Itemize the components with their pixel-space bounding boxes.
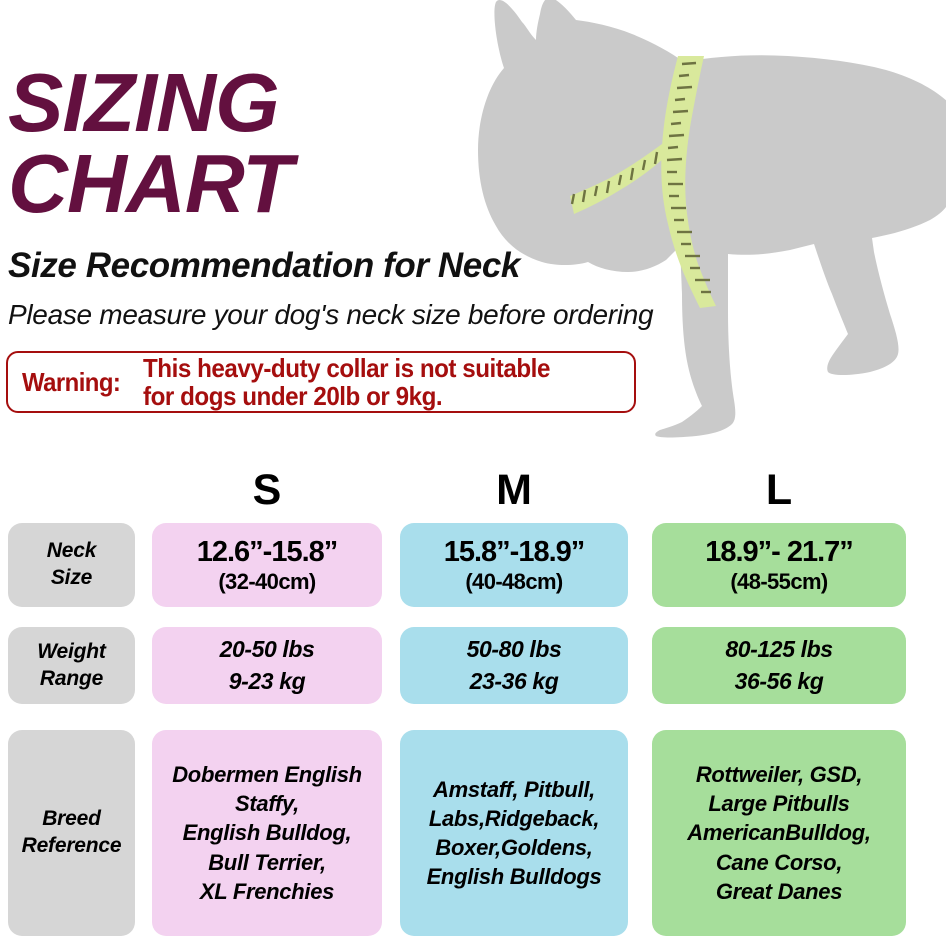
- cell-weight-range-l-kg: 36-56 kg: [734, 667, 824, 694]
- size-header-l: L: [765, 466, 793, 514]
- cell-weight-range-s: 20-50 lbs 9-23 kg: [152, 627, 382, 704]
- cell-weight-range-m: 50-80 lbs 23-36 kg: [400, 627, 628, 704]
- cell-breed-reference-s-text: Dobermen English Staffy, English Bulldog…: [172, 762, 362, 904]
- cell-breed-reference-l-text: Rottweiler, GSD, Large Pitbulls American…: [687, 762, 871, 904]
- row-label-weight-range: Weight Range: [8, 627, 135, 704]
- title-line-chart: CHART: [8, 137, 293, 231]
- cell-weight-range-m-lbs: 50-80 lbs: [466, 636, 562, 663]
- cell-neck-size-l-inches: 18.9”- 21.7”: [705, 536, 854, 569]
- cell-weight-range-l-lbs: 80-125 lbs: [725, 636, 833, 663]
- cell-neck-size-s-inches: 12.6”-15.8”: [196, 536, 339, 569]
- row-label-weight-range-text: Weight Range: [37, 639, 106, 690]
- cell-weight-range-s-kg: 9-23 kg: [228, 667, 306, 694]
- cell-neck-size-l: 18.9”- 21.7” (48-55cm): [652, 523, 906, 607]
- row-label-breed-reference-text: Breed Reference: [21, 807, 122, 857]
- row-label-neck-size: Neck Size: [8, 523, 135, 607]
- cell-neck-size-s-cm: (32-40cm): [218, 568, 316, 594]
- warning-box: Warning: This heavy-duty collar is not s…: [6, 351, 636, 413]
- cell-breed-reference-l: Rottweiler, GSD, Large Pitbulls American…: [652, 730, 906, 936]
- cell-neck-size-m: 15.8”-18.9” (40-48cm): [400, 523, 628, 607]
- cell-weight-range-l: 80-125 lbs 36-56 kg: [652, 627, 906, 704]
- cell-weight-range-m-kg: 23-36 kg: [469, 667, 559, 694]
- cell-breed-reference-m-text: Amstaff, Pitbull, Labs,Ridgeback, Boxer,…: [426, 776, 602, 890]
- subtitle: Size Recommendation for Neck: [8, 246, 520, 285]
- cell-neck-size-m-cm: (40-48cm): [465, 568, 563, 594]
- size-header-s: S: [252, 466, 282, 514]
- cell-breed-reference-s: Dobermen English Staffy, English Bulldog…: [152, 730, 382, 936]
- cell-neck-size-s: 12.6”-15.8” (32-40cm): [152, 523, 382, 607]
- cell-neck-size-l-cm: (48-55cm): [730, 568, 828, 594]
- title-line-sizing: SIZING: [8, 56, 280, 149]
- instruction-text: Please measure your dog's neck size befo…: [8, 299, 654, 330]
- cell-neck-size-m-inches: 15.8”-18.9”: [443, 536, 586, 569]
- cell-breed-reference-m: Amstaff, Pitbull, Labs,Ridgeback, Boxer,…: [400, 730, 628, 936]
- page-title: SIZING CHART: [8, 56, 668, 231]
- warning-message: This heavy-duty collar is not suitable f…: [142, 352, 550, 411]
- row-label-breed-reference: Breed Reference: [8, 730, 135, 936]
- size-header-m: M: [496, 466, 532, 514]
- cell-weight-range-s-lbs: 20-50 lbs: [219, 636, 315, 663]
- row-label-neck-size-text: Neck Size: [46, 539, 97, 589]
- warning-label: Warning:: [22, 366, 121, 397]
